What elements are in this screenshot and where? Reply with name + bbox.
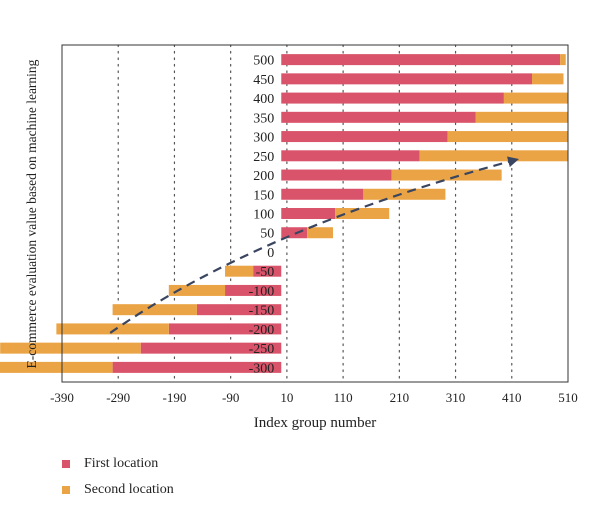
bar-first-location bbox=[281, 111, 476, 123]
bar-first-location bbox=[140, 342, 282, 354]
bar-first-location bbox=[281, 227, 308, 239]
legend-swatch-second bbox=[62, 485, 70, 494]
bar-second-location bbox=[0, 361, 113, 373]
bar-first-location bbox=[225, 284, 282, 296]
category-label: 500 bbox=[253, 54, 274, 69]
bar-second-location bbox=[168, 284, 226, 296]
category-label: 100 bbox=[253, 208, 274, 223]
trend-curve bbox=[109, 156, 519, 334]
category-label: 300 bbox=[253, 131, 274, 146]
bar-first-location bbox=[281, 169, 392, 181]
bar-second-location bbox=[0, 342, 141, 354]
plot-frame bbox=[61, 44, 569, 383]
bar-second-location bbox=[56, 323, 169, 335]
bar-first-location bbox=[281, 150, 420, 162]
x-tick-label: 210 bbox=[390, 390, 410, 405]
bar-second-location bbox=[112, 304, 197, 316]
x-axis-label: Index group number bbox=[254, 415, 376, 431]
bars bbox=[0, 54, 568, 373]
category-label: 350 bbox=[253, 111, 274, 126]
bar-second-location bbox=[307, 227, 333, 239]
legend-item-first-location: First location bbox=[62, 456, 158, 472]
category-label: -250 bbox=[249, 342, 275, 357]
category-label: 400 bbox=[253, 92, 274, 107]
bar-first-location bbox=[196, 304, 282, 316]
x-tick-label: 410 bbox=[502, 390, 522, 405]
bar-second-location bbox=[532, 73, 564, 85]
bar-second-location bbox=[503, 92, 568, 104]
bar-first-location bbox=[281, 54, 561, 66]
legend-label-first: First location bbox=[84, 456, 159, 471]
bar-first-location bbox=[168, 323, 282, 335]
category-label: 200 bbox=[253, 169, 274, 184]
category-label: -100 bbox=[249, 284, 275, 299]
x-tick-label: -190 bbox=[163, 390, 187, 405]
x-tick-label: -290 bbox=[106, 390, 130, 405]
legend-swatch-first bbox=[62, 459, 70, 468]
bar-first-location bbox=[112, 361, 282, 373]
bar-first-location bbox=[281, 73, 533, 85]
bar-second-location bbox=[447, 131, 568, 143]
x-tick-label: -390 bbox=[50, 390, 74, 405]
bar-first-location bbox=[281, 131, 448, 143]
category-label: 50 bbox=[260, 227, 274, 242]
legend-item-second-location: Second location bbox=[62, 482, 174, 498]
x-tick-label: 510 bbox=[558, 390, 578, 405]
bar-second-location bbox=[560, 54, 566, 66]
category-label: -200 bbox=[249, 323, 275, 338]
category-label: 250 bbox=[253, 150, 274, 165]
bar-second-location bbox=[419, 150, 568, 162]
bar-second-location bbox=[225, 265, 254, 277]
legend-label-second: Second location bbox=[84, 482, 174, 497]
bar-second-location bbox=[475, 111, 568, 123]
category-label: -300 bbox=[249, 361, 275, 376]
bar-second-location bbox=[363, 188, 446, 200]
bar-first-location bbox=[253, 265, 282, 277]
category-label: 150 bbox=[253, 188, 274, 203]
y-axis-label: E-commerce evaluation value based on mac… bbox=[24, 59, 39, 368]
category-label: -50 bbox=[256, 265, 275, 280]
bar-first-location bbox=[281, 188, 364, 200]
bar-first-location bbox=[281, 92, 504, 104]
bar-second-location bbox=[391, 169, 502, 181]
category-label: 0 bbox=[267, 246, 274, 261]
trend-arrow bbox=[109, 156, 519, 334]
category-labels: 500450400350300250200150100500-50-100-15… bbox=[249, 54, 275, 377]
x-tick-label: -90 bbox=[222, 390, 239, 405]
x-tick-label: 10 bbox=[280, 390, 293, 405]
x-tick-labels: -390 -290 -190 -90 10 110 210 310 410 510 bbox=[50, 390, 578, 405]
bar-first-location bbox=[281, 208, 336, 219]
category-label: -150 bbox=[249, 304, 275, 319]
category-label: 450 bbox=[253, 73, 274, 88]
x-tick-label: 310 bbox=[446, 390, 466, 405]
bar-second-location bbox=[335, 208, 390, 219]
x-tick-label: 110 bbox=[334, 390, 353, 405]
